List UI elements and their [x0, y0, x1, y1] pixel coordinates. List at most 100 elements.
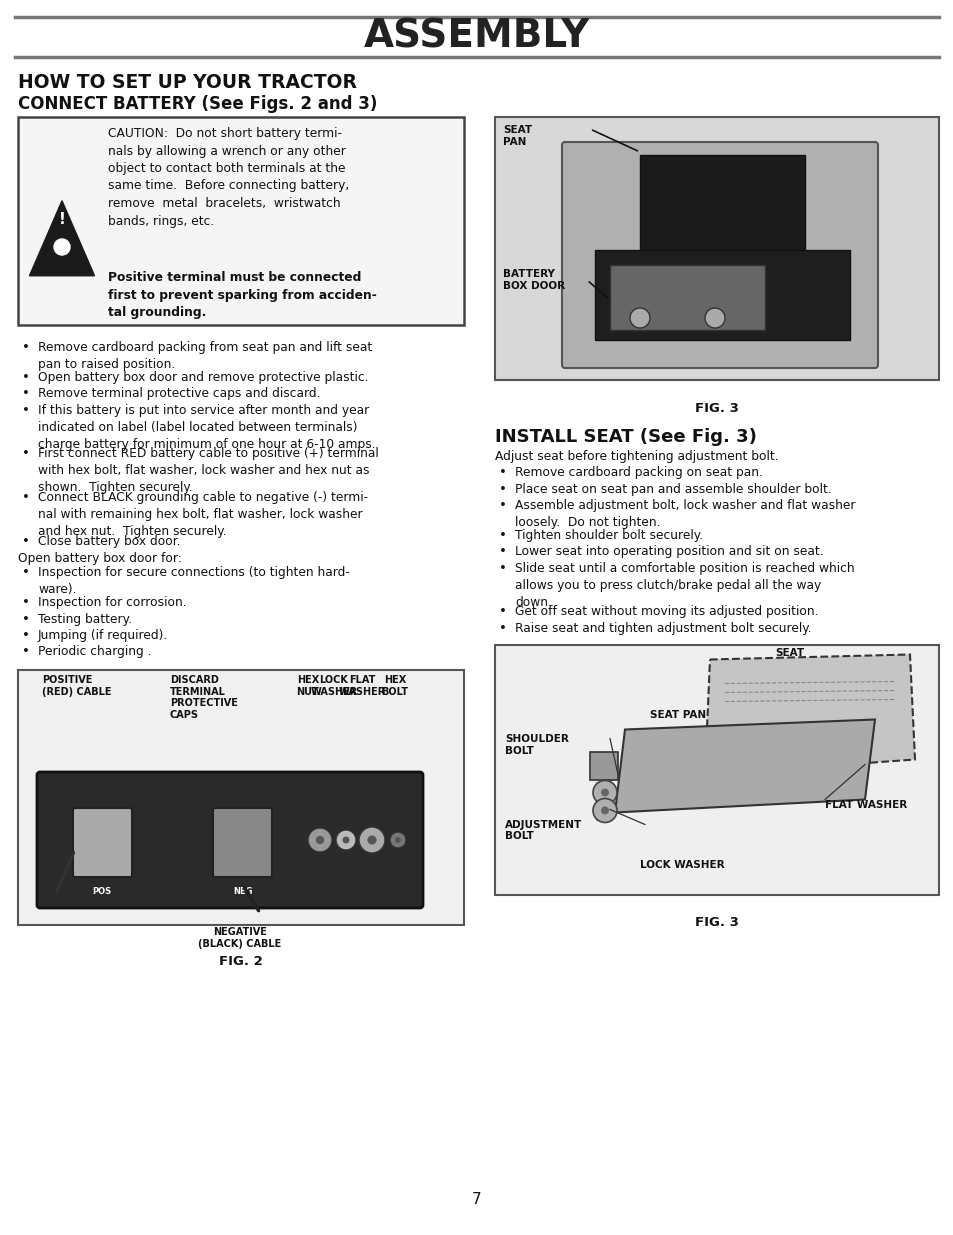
Circle shape: [593, 799, 617, 823]
Text: HEX
NUT: HEX NUT: [296, 676, 319, 697]
Bar: [639, 156, 804, 266]
FancyBboxPatch shape: [495, 645, 938, 894]
Circle shape: [600, 788, 608, 797]
Circle shape: [308, 827, 332, 852]
FancyBboxPatch shape: [561, 142, 877, 368]
Text: •: •: [22, 566, 30, 579]
Circle shape: [629, 308, 649, 329]
FancyBboxPatch shape: [609, 266, 764, 330]
Text: FLAT
WASHER: FLAT WASHER: [338, 676, 385, 697]
Text: BATTERY
BOX DOOR: BATTERY BOX DOOR: [502, 269, 564, 290]
Text: ADJUSTMENT
BOLT: ADJUSTMENT BOLT: [504, 820, 581, 841]
Circle shape: [704, 308, 724, 329]
Circle shape: [367, 835, 376, 845]
Text: •: •: [22, 492, 30, 504]
FancyBboxPatch shape: [73, 808, 132, 877]
Text: NEGATIVE
(BLACK) CABLE: NEGATIVE (BLACK) CABLE: [198, 927, 281, 948]
Text: Assemble adjustment bolt, lock washer and flat washer
loosely.  Do not tighten.: Assemble adjustment bolt, lock washer an…: [515, 499, 855, 529]
Text: SEAT PAN: SEAT PAN: [649, 709, 705, 720]
FancyBboxPatch shape: [213, 808, 272, 877]
Text: FIG. 2: FIG. 2: [219, 955, 263, 968]
Text: •: •: [22, 613, 30, 625]
Text: •: •: [498, 529, 506, 542]
Text: LOCK WASHER: LOCK WASHER: [639, 860, 724, 869]
Text: •: •: [22, 370, 30, 384]
Text: •: •: [498, 562, 506, 576]
Text: Jumping (if required).: Jumping (if required).: [38, 629, 168, 642]
Text: •: •: [498, 499, 506, 513]
Text: •: •: [22, 404, 30, 417]
Text: •: •: [22, 447, 30, 461]
Text: Periodic charging .: Periodic charging .: [38, 646, 152, 658]
Circle shape: [342, 836, 349, 844]
Text: •: •: [498, 483, 506, 495]
Text: FLAT WASHER: FLAT WASHER: [824, 799, 906, 809]
Text: HEX
BOLT: HEX BOLT: [381, 676, 408, 697]
Text: 7: 7: [472, 1193, 481, 1208]
Text: Connect BLACK grounding cable to negative (-) termi-
nal with remaining hex bolt: Connect BLACK grounding cable to negativ…: [38, 492, 368, 537]
FancyBboxPatch shape: [18, 671, 463, 925]
Circle shape: [335, 830, 355, 850]
Text: FIG. 3: FIG. 3: [695, 916, 739, 930]
Text: SEAT
PAN: SEAT PAN: [502, 125, 532, 147]
Circle shape: [358, 827, 385, 853]
Text: Remove cardboard packing on seat pan.: Remove cardboard packing on seat pan.: [515, 466, 762, 479]
Text: ASSEMBLY: ASSEMBLY: [363, 19, 590, 56]
Text: HOW TO SET UP YOUR TRACTOR: HOW TO SET UP YOUR TRACTOR: [18, 73, 356, 91]
Polygon shape: [704, 655, 914, 774]
Text: •: •: [498, 466, 506, 479]
Text: •: •: [498, 622, 506, 635]
Text: •: •: [22, 597, 30, 609]
Text: •: •: [22, 388, 30, 400]
Text: Lower seat into operating position and sit on seat.: Lower seat into operating position and s…: [515, 546, 822, 558]
Text: INSTALL SEAT (See Fig. 3): INSTALL SEAT (See Fig. 3): [495, 429, 756, 446]
Text: If this battery is put into service after month and year
indicated on label (lab: If this battery is put into service afte…: [38, 404, 375, 451]
Text: •: •: [22, 646, 30, 658]
Text: Remove cardboard packing from seat pan and lift seat
pan to raised position.: Remove cardboard packing from seat pan a…: [38, 341, 372, 370]
Circle shape: [54, 240, 70, 254]
Text: Adjust seat before tightening adjustment bolt.: Adjust seat before tightening adjustment…: [495, 450, 778, 463]
Text: •: •: [498, 605, 506, 619]
Text: CAUTION:  Do not short battery termi-
nals by allowing a wrench or any other
obj: CAUTION: Do not short battery termi- nal…: [108, 127, 349, 227]
Text: Inspection for corrosion.: Inspection for corrosion.: [38, 597, 187, 609]
Text: POS: POS: [92, 887, 112, 897]
Bar: [589, 752, 618, 779]
Text: NEG: NEG: [233, 887, 253, 897]
Circle shape: [315, 836, 324, 845]
Text: Close battery box door.: Close battery box door.: [38, 535, 180, 547]
Text: Remove terminal protective caps and discard.: Remove terminal protective caps and disc…: [38, 388, 320, 400]
Text: Positive terminal must be connected
first to prevent sparking from acciden-
tal : Positive terminal must be connected firs…: [108, 270, 376, 319]
Text: First connect RED battery cable to positive (+) terminal
with hex bolt, flat was: First connect RED battery cable to posit…: [38, 447, 378, 494]
Text: Testing battery.: Testing battery.: [38, 613, 132, 625]
Polygon shape: [30, 201, 94, 275]
Text: Inspection for secure connections (to tighten hard-
ware).: Inspection for secure connections (to ti…: [38, 566, 350, 595]
Text: CONNECT BATTERY (See Figs. 2 and 3): CONNECT BATTERY (See Figs. 2 and 3): [18, 95, 377, 112]
Polygon shape: [615, 720, 874, 813]
Text: SHOULDER
BOLT: SHOULDER BOLT: [504, 735, 568, 756]
Circle shape: [390, 832, 406, 848]
Text: Tighten shoulder bolt securely.: Tighten shoulder bolt securely.: [515, 529, 702, 542]
Text: SEAT: SEAT: [775, 648, 803, 658]
Text: Slide seat until a comfortable position is reached which
allows you to press clu: Slide seat until a comfortable position …: [515, 562, 854, 609]
Text: FIG. 3: FIG. 3: [695, 403, 739, 415]
Circle shape: [395, 837, 400, 842]
Text: •: •: [22, 629, 30, 642]
FancyBboxPatch shape: [495, 117, 938, 380]
Text: Get off seat without moving its adjusted position.: Get off seat without moving its adjusted…: [515, 605, 818, 619]
Text: DISCARD
TERMINAL
PROTECTIVE
CAPS: DISCARD TERMINAL PROTECTIVE CAPS: [170, 676, 237, 720]
FancyBboxPatch shape: [18, 117, 463, 325]
Circle shape: [593, 781, 617, 804]
Text: POSITIVE
(RED) CABLE: POSITIVE (RED) CABLE: [42, 676, 112, 697]
Text: !: !: [58, 212, 66, 227]
Text: •: •: [22, 341, 30, 354]
Text: Open battery box door and remove protective plastic.: Open battery box door and remove protect…: [38, 370, 368, 384]
Bar: [595, 249, 849, 340]
Text: LOCK
WASHER: LOCK WASHER: [310, 676, 357, 697]
Text: Place seat on seat pan and assemble shoulder bolt.: Place seat on seat pan and assemble shou…: [515, 483, 831, 495]
Circle shape: [600, 806, 608, 815]
FancyBboxPatch shape: [37, 772, 422, 908]
Text: •: •: [498, 546, 506, 558]
Text: Raise seat and tighten adjustment bolt securely.: Raise seat and tighten adjustment bolt s…: [515, 622, 811, 635]
Text: Open battery box door for:: Open battery box door for:: [18, 552, 182, 564]
Text: •: •: [22, 535, 30, 547]
